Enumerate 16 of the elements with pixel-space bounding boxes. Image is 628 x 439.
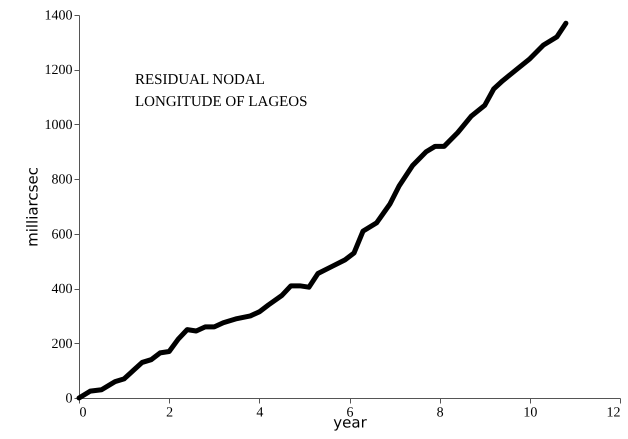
y-tick-label: 1200 (44, 63, 72, 78)
y-tick-label: 1000 (44, 118, 72, 133)
x-tick-label: 2 (166, 406, 174, 420)
x-tick-label: 8 (436, 406, 444, 420)
x-tick-label: 10 (523, 406, 538, 420)
y-tick-label: 600 (52, 227, 72, 242)
annotation: RESIDUAL NODAL LONGITUDE OF LAGEOS (135, 72, 308, 110)
y-tick-label: 1400 (44, 8, 72, 24)
y-tick-label: 200 (52, 336, 72, 352)
x-tick-label: 12 (606, 406, 620, 420)
y-tick-label: 400 (52, 282, 72, 298)
x-tick-label: 0 (80, 406, 86, 420)
y-tick-label: 800 (52, 172, 72, 188)
y-tick-label: 0 (66, 392, 72, 406)
y-axis-title: milliarcsec (24, 167, 42, 247)
x-tick-label: 4 (256, 406, 264, 420)
